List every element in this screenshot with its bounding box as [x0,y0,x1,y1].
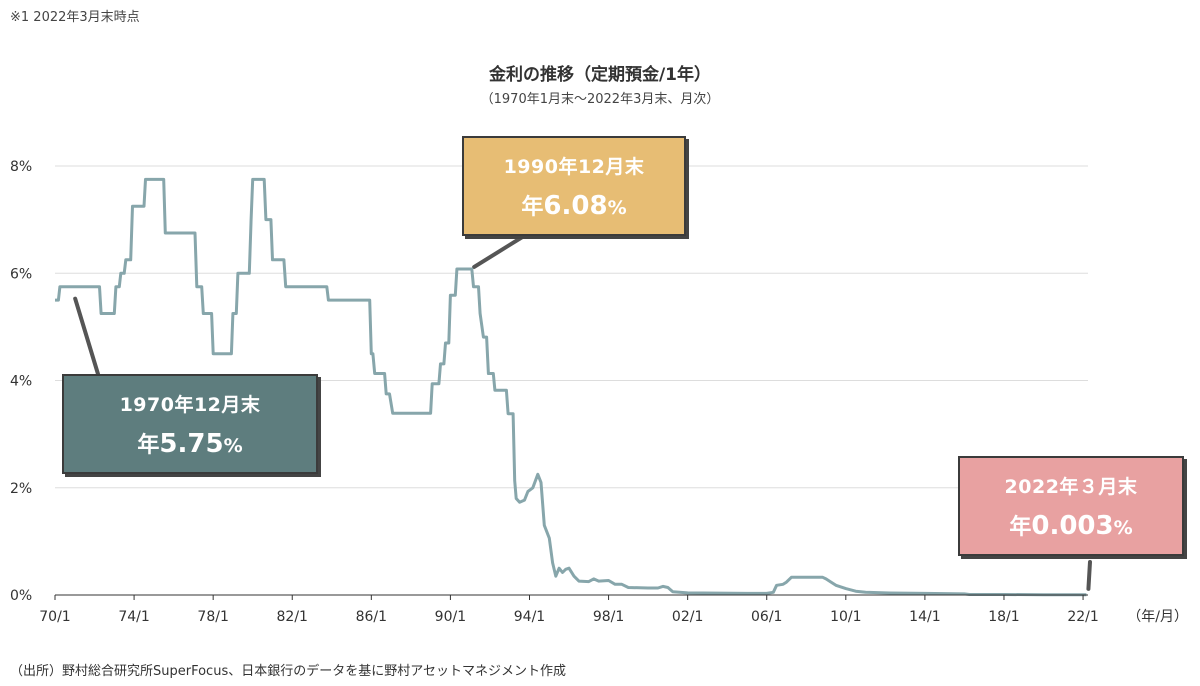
annotation-date: 1990年12月末 [503,155,645,178]
x-tick-label: 98/1 [593,609,624,625]
annotation-prefix: 年 [137,432,160,458]
x-tick-label: 18/1 [988,609,1019,625]
source-note: （出所）野村総合研究所SuperFocus、日本銀行のデータを基に野村アセットマ… [10,664,566,679]
x-tick-label: 82/1 [277,609,308,625]
y-tick-label: 6% [10,266,32,282]
series-line-0 [55,177,1087,597]
annotation-unit: % [1113,516,1133,539]
annotation-1970-dec: 1970年12月末 年5.75% [62,374,318,474]
annotation-1990-dec: 1990年12月末 年6.08% [462,136,686,236]
x-tick-label: 90/1 [435,609,466,625]
annotation-value-line: 年6.08% [521,189,626,221]
annotation-value: 5.75 [159,428,224,459]
chart-title: 金利の推移（定期預金/1年） [488,65,712,85]
annotation-unit: % [607,196,627,219]
y-tick-label: 8% [10,159,32,175]
x-tick-label: 86/1 [356,609,387,625]
annotation-leader-line [472,234,526,269]
y-tick-label: 4% [10,374,32,390]
x-axis-label: （年/月） [1127,609,1188,625]
annotation-2022-mar: 2022年３月末 年0.003% [958,456,1184,556]
chart-subtitle: （1970年1月末〜2022年3月末、月次） [480,92,720,107]
annotation-value: 6.08 [543,190,608,221]
x-tick-label: 10/1 [830,609,861,625]
x-tick-label: 78/1 [197,609,228,625]
x-tick-label: 22/1 [1067,609,1098,625]
annotation-unit: % [223,434,243,457]
y-tick-label: 0% [10,588,32,604]
annotation-date: 2022年３月末 [1004,475,1138,498]
x-tick-label: 94/1 [514,609,545,625]
annotation-prefix: 年 [1009,514,1032,540]
x-tick-label: 06/1 [751,609,782,625]
annotation-date: 1970年12月末 [119,393,261,416]
annotation-value-line: 年5.75% [137,427,242,459]
annotation-prefix: 年 [521,194,544,220]
note-top: ※1 2022年3月末時点 [10,10,140,25]
x-tick-label: 02/1 [672,609,703,625]
annotation-value-line: 年0.003% [1009,509,1132,541]
annotation-value: 0.003 [1031,510,1114,541]
x-tick-label: 70/1 [39,609,70,625]
x-tick-label: 74/1 [118,609,149,625]
x-tick-label: 14/1 [909,609,940,625]
annotation-leader-line [1086,560,1092,591]
annotation-leader-line [73,296,100,376]
y-tick-label: 2% [10,481,32,497]
